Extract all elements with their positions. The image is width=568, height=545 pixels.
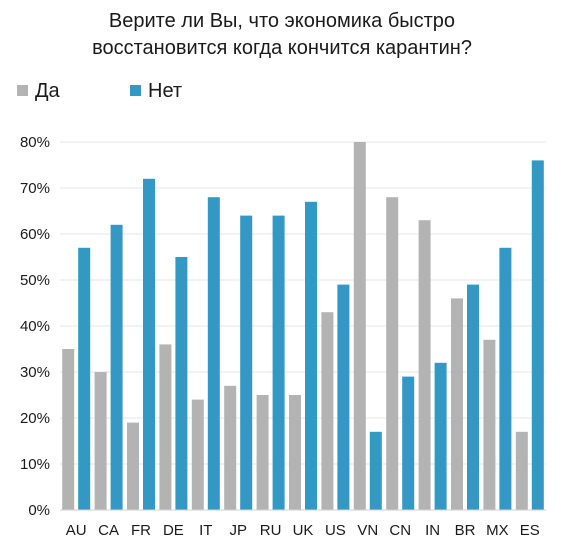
bar-yes-in [418,220,431,510]
x-tick-label: AU [66,522,87,539]
chart-title-line-1: Верите ли Вы, что экономика быстро [109,10,455,32]
y-tick-label: 50% [20,272,50,289]
bar-no-es [531,160,544,510]
legend-label-no: Нет [148,80,182,102]
x-tick-label: US [325,522,346,539]
x-axis: AU CA FR DE IT JP RU UK US VN CN IN BR MX ES [60,509,546,539]
bar-no-jp [240,215,253,510]
bar-yes-ru [256,395,269,510]
bar-yes-jp [224,385,237,510]
bar-yes-ca [94,372,107,510]
y-tick-label: 70% [20,180,50,197]
bar-yes-us [321,312,334,510]
x-tick-label: UK [293,522,314,539]
bar-no-in [434,362,447,510]
y-tick-label: 0% [28,502,50,519]
bar-no-de [175,257,188,510]
x-tick-label: ES [520,522,540,539]
bar-yes-de [159,344,172,510]
bar-no-vn [369,431,382,510]
bar-no-uk [305,201,317,511]
x-tick-label: MX [486,522,509,539]
chart-title: Верите ли Вы, что экономика быстро восст… [92,10,472,59]
y-tick-label: 40% [20,318,50,335]
bar-no-ca [110,224,123,511]
y-tick-label: 20% [20,410,50,427]
bar-yes-uk [289,395,301,510]
y-tick-label: 10% [20,456,50,473]
bar-no-cn [402,376,415,510]
y-axis: 0% 10% 20% 30% 40% 50% 60% 70% 80% [20,134,50,519]
bar-no-us [337,284,350,510]
bars [62,142,544,511]
bar-no-ru [272,215,285,510]
x-tick-label: IN [425,522,440,539]
bar-no-fr [143,178,155,511]
x-tick-label: DE [163,522,184,539]
bar-yes-mx [483,339,496,510]
bar-yes-vn [353,142,366,510]
bar-yes-cn [386,197,399,510]
bar-yes-br [451,298,463,510]
legend: Да Нет [17,80,182,102]
y-tick-label: 80% [20,134,50,151]
bar-no-br [467,284,479,510]
bar-no-au [78,247,91,511]
legend-swatch-yes [17,85,28,96]
legend-swatch-no [130,85,141,96]
y-tick-label: 60% [20,226,50,243]
legend-label-yes: Да [35,80,61,102]
bar-no-mx [499,247,512,511]
gridlines [60,141,546,465]
chart-title-line-2: восстановится когда кончится карантин? [92,37,472,59]
x-tick-label: RU [260,522,282,539]
x-tick-label: CA [98,522,119,539]
x-tick-label: VN [357,522,378,539]
x-tick-label: CN [389,522,411,539]
bar-yes-fr [127,422,139,510]
x-tick-label: BR [455,522,476,539]
y-tick-label: 30% [20,364,50,381]
bar-yes-au [62,349,75,510]
x-tick-label: FR [131,522,151,539]
bar-no-it [207,197,220,510]
x-tick-label: IT [199,522,212,539]
bar-yes-it [191,399,204,510]
bar-yes-es [515,431,528,510]
x-tick-label: JP [229,522,247,539]
